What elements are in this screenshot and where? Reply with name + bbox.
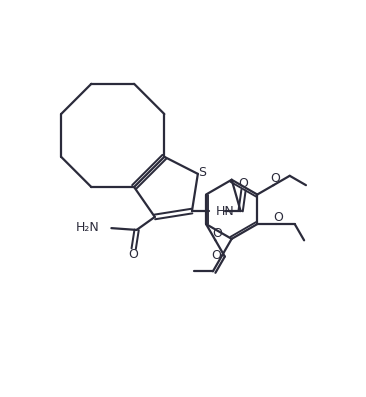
Text: O: O bbox=[239, 177, 249, 190]
Text: S: S bbox=[198, 166, 206, 179]
Text: HN: HN bbox=[216, 204, 234, 218]
Text: O: O bbox=[273, 211, 283, 224]
Text: O: O bbox=[129, 248, 139, 261]
Text: O: O bbox=[212, 227, 222, 240]
Text: O: O bbox=[270, 172, 280, 185]
Text: H₂N: H₂N bbox=[76, 221, 100, 234]
Text: O: O bbox=[211, 249, 221, 262]
